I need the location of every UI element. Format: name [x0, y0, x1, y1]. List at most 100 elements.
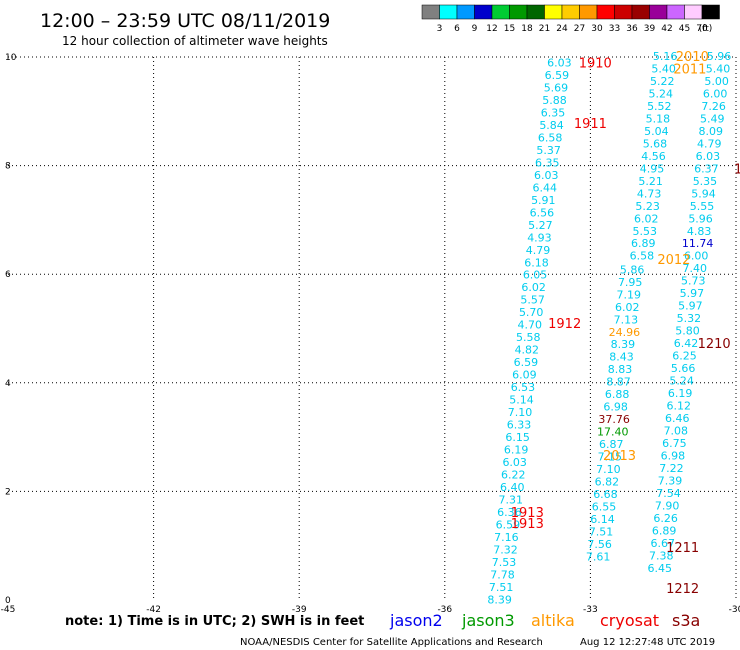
wave-height-label: 8.39 [611, 338, 636, 351]
colorbar-swatch [561, 4, 580, 20]
colorbar-swatch [649, 4, 668, 20]
wave-height-label: 6.33 [507, 419, 532, 432]
wave-height-label: 6.98 [603, 401, 628, 414]
wave-height-label: 5.14 [509, 394, 534, 407]
satellite-legend-altika: altika [531, 611, 575, 630]
wave-height-label: 5.52 [647, 100, 672, 113]
wave-height-label: 8.43 [609, 351, 634, 364]
wave-height-label: 5.73 [681, 275, 706, 288]
wave-height-label: 6.02 [615, 301, 640, 314]
wave-height-label: 5.23 [635, 200, 660, 213]
wave-height-label: 6.59 [545, 69, 570, 82]
wave-height-label: 6.46 [665, 412, 690, 425]
wave-height-label: 4.73 [637, 187, 662, 200]
y-tick-label: 4 [5, 379, 11, 389]
wave-height-label: 37.76 [598, 413, 630, 426]
colorbar-label: 36 [626, 24, 638, 34]
wave-height-label: 11.74 [682, 237, 714, 250]
colorbar-swatch [421, 4, 440, 20]
wave-height-label: 5.40 [651, 62, 676, 75]
wave-height-label: 6.02 [521, 281, 546, 294]
x-tick-label: -36 [437, 605, 452, 615]
wave-height-label: 6.59 [514, 356, 539, 369]
colorbar-label: 27 [574, 24, 585, 34]
wave-height-label: 24.96 [609, 326, 641, 339]
pass-time-label: 1913 [511, 517, 544, 532]
colorbar-swatch [579, 4, 598, 20]
colorbar-swatch [474, 4, 493, 20]
pass-time-label: 2013 [603, 449, 636, 464]
satellite-legend-s3a: s3a [672, 611, 700, 630]
colorbar-label: 24 [556, 24, 568, 34]
wave-height-label: 7.54 [656, 487, 681, 500]
wave-height-label: 6.40 [500, 481, 525, 494]
wave-height-label: 6.02 [634, 212, 659, 225]
satellite-legend: jason2 jason3 altika cryosat s3a [389, 611, 700, 630]
wave-height-label: 5.97 [680, 287, 705, 300]
wave-height-label: 5.57 [520, 294, 545, 307]
colorbar-label: 39 [644, 24, 656, 34]
colorbar-label: 9 [472, 24, 478, 34]
colorbar-label: 18 [521, 24, 533, 34]
wave-height-label: 5.49 [700, 112, 725, 125]
wave-height-label: 5.58 [516, 331, 541, 344]
wave-height-label: 7.19 [616, 288, 641, 301]
wave-height-label: 5.32 [677, 312, 702, 325]
wave-height-label: 6.36 [497, 506, 522, 519]
wave-height-label: 7.22 [659, 462, 684, 475]
colorbar-label: 42 [661, 24, 672, 34]
wave-height-label: 6.56 [530, 206, 555, 219]
wave-height-label: 6.25 [672, 350, 697, 363]
wave-height-label: 5.04 [644, 125, 669, 138]
wave-height-label: 6.53 [511, 381, 536, 394]
wave-height-label: 4.93 [527, 231, 552, 244]
wave-height-label: 5.69 [544, 81, 569, 94]
y-axis-ticks: 0 2 4 6 8 10 [5, 53, 17, 606]
wave-height-label: 7.31 [499, 494, 524, 507]
wave-height-label: 7.08 [664, 425, 689, 438]
wave-height-label: 6.87 [599, 438, 624, 451]
pass-time-label: 2012 [657, 253, 690, 268]
wave-height-label: 6.00 [684, 250, 709, 263]
wave-height-label: 5.53 [633, 225, 658, 238]
wave-height-label: 5.86 [620, 263, 645, 276]
colorbar-swatch [614, 4, 633, 20]
pass-time-label: 2011 [673, 62, 706, 77]
wave-height-label: 7.53 [492, 556, 517, 569]
colorbar-label: 21 [539, 24, 550, 34]
colorbar-label: 6 [454, 24, 460, 34]
wave-height-label: 7.51 [589, 526, 614, 539]
wave-height-label: 6.03 [502, 456, 527, 469]
wave-height-label: 6.09 [512, 369, 537, 382]
credit-text: NOAA/NESDIS Center for Satellite Applica… [240, 637, 543, 648]
plot-grid [8, 56, 737, 600]
colorbar-swatch [596, 4, 615, 20]
x-tick-label: -39 [292, 605, 307, 615]
colorbar-legend: 3 6 9 12 15 18 21 24 27 30 33 36 39 42 45 70(ft) [421, 4, 720, 34]
wave-height-label: 6.18 [524, 256, 549, 269]
wave-height-label: 5.96 [688, 212, 713, 225]
y-tick-label: 10 [5, 53, 17, 63]
wave-height-label: 7.13 [614, 313, 639, 326]
colorbar-swatch [701, 4, 720, 20]
satellite-legend-jason2: jason2 [389, 611, 443, 630]
pass-time-label: 1912 [548, 317, 581, 332]
wave-height-label: 7.78 [490, 568, 515, 581]
colorbar-label: 15 [504, 24, 515, 34]
wave-height-label: 6.15 [505, 431, 530, 444]
colorbar-swatch [456, 4, 475, 20]
wave-height-label: 5.91 [531, 194, 556, 207]
y-tick-label: 0 [5, 596, 11, 606]
wave-height-label: 5.84 [539, 119, 564, 132]
colorbar-swatch [491, 4, 510, 20]
wave-height-label: 6.55 [592, 501, 617, 514]
wave-height-label: 6.89 [631, 237, 656, 250]
wave-height-label: 6.68 [593, 488, 618, 501]
pass-time-label: 1210 [698, 337, 731, 352]
wave-height-label: 5.55 [690, 200, 715, 213]
wave-height-label: 5.24 [669, 375, 694, 388]
wave-height-label: 5.16 [653, 50, 678, 63]
wave-height-label: 6.67 [650, 537, 675, 550]
wave-height-label: 7.95 [618, 276, 643, 289]
